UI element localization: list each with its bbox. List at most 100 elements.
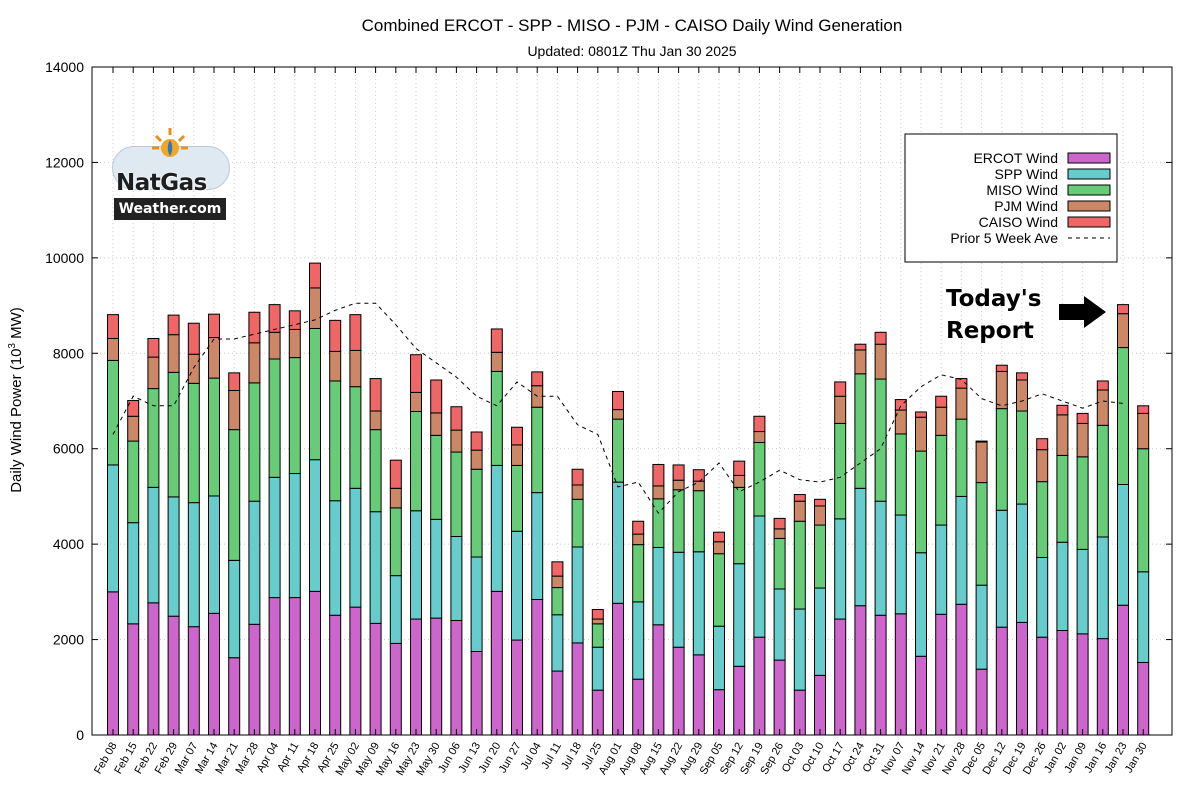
legend-label: ERCOT Wind <box>973 150 1058 166</box>
bar-segment <box>1096 424 1109 538</box>
y-tick-label: 2000 <box>53 632 84 648</box>
logo-brand: NatGas <box>116 170 207 196</box>
bar-segment <box>1137 661 1150 736</box>
bar-segment <box>571 642 584 736</box>
bar-segment <box>147 486 160 604</box>
bar-segment <box>874 614 887 736</box>
bar-segment <box>187 353 200 384</box>
legend-label: MISO Wind <box>986 182 1058 198</box>
bar-segment <box>369 622 382 736</box>
bar-segment <box>1036 438 1049 451</box>
bar-segment <box>955 603 968 736</box>
bar-segment <box>309 262 321 289</box>
bar-segment <box>187 502 200 628</box>
bar-segment <box>1096 389 1109 426</box>
bar-segment <box>672 551 685 648</box>
bar-segment <box>591 623 604 648</box>
bar-segment <box>753 636 766 736</box>
y-tick-label: 10000 <box>45 250 84 266</box>
bar-segment <box>733 563 746 667</box>
bar-segment <box>793 500 806 522</box>
bar-segment <box>773 659 786 736</box>
bar-segment <box>632 533 645 546</box>
bar-segment <box>389 459 402 489</box>
bar-segment <box>107 464 119 593</box>
bar-segment <box>814 587 826 676</box>
bar-segment <box>814 498 826 507</box>
bar-segment <box>733 665 746 736</box>
bar-segment <box>127 440 140 524</box>
bar-segment <box>1137 412 1150 450</box>
y-axis-label-suffix: MW) <box>8 307 25 343</box>
bar-segment <box>672 479 685 491</box>
bar-segment <box>571 468 584 486</box>
bar-segment <box>571 498 584 548</box>
bar-segment <box>147 602 160 736</box>
bar-segment <box>167 496 180 617</box>
bar-segment <box>127 415 140 442</box>
bar-segment <box>369 378 382 412</box>
bar-segment <box>167 314 180 336</box>
bar-segment <box>511 464 523 532</box>
y-axis-label: Daily Wind Power (103 MW) <box>7 307 25 493</box>
bar-segment <box>793 608 806 691</box>
bar-segment <box>733 474 746 488</box>
bar-segment <box>470 468 483 558</box>
bar-segment <box>995 370 1008 410</box>
average-line-group <box>112 302 1124 514</box>
bar-segment <box>309 287 321 329</box>
bar-segment <box>329 350 342 382</box>
bar-segment <box>672 489 685 553</box>
legend-swatch <box>1067 168 1111 180</box>
bar-segment <box>713 625 725 691</box>
bar-segment <box>187 382 200 504</box>
bar-segment <box>571 546 584 644</box>
bar-segment <box>228 657 241 736</box>
bar-segment <box>268 358 281 478</box>
bar-segment <box>935 613 948 736</box>
bar-segment <box>127 623 140 736</box>
bar-segment <box>430 379 443 414</box>
bar-segment <box>975 668 988 736</box>
bar-segment <box>995 509 1008 628</box>
bar-segment <box>834 422 847 520</box>
bar-segment <box>814 524 826 589</box>
bar-segment <box>430 412 443 436</box>
bar-segment <box>612 409 624 420</box>
bar-segment <box>147 337 160 358</box>
bar-segment <box>854 605 867 736</box>
bar-segment <box>228 559 241 659</box>
bar-segment <box>612 481 624 604</box>
bar-segment <box>208 337 220 379</box>
bar-segment <box>329 319 342 352</box>
y-tick-label: 14000 <box>45 59 84 75</box>
bar-segment <box>167 615 180 736</box>
bar-segment <box>490 351 503 372</box>
y-tick-label: 6000 <box>53 441 84 457</box>
bar-segment <box>874 331 887 345</box>
bar-segment <box>450 429 463 453</box>
bar-segment <box>995 626 1008 736</box>
bar-segment <box>975 584 988 670</box>
bar-segment <box>713 531 725 543</box>
bar-segment <box>672 464 685 481</box>
bar-segment <box>248 623 261 736</box>
bar-segment <box>753 442 766 517</box>
legend-label: PJM Wind <box>994 198 1058 214</box>
bar-segment <box>652 463 665 487</box>
bar-segment <box>894 613 907 736</box>
bar-segment <box>1076 422 1089 458</box>
bar-segment <box>288 357 301 475</box>
bar-segment <box>995 364 1008 372</box>
bar-segment <box>208 377 220 497</box>
bar-segment <box>268 304 281 333</box>
bar-segment <box>1016 379 1028 412</box>
bar-segment <box>612 390 624 411</box>
bar-segment <box>1117 347 1129 485</box>
bar-segment <box>692 654 705 736</box>
bar-segment <box>349 606 362 736</box>
bar-segment <box>551 614 564 672</box>
bar-segment <box>612 602 624 736</box>
bar-segment <box>1016 372 1028 381</box>
